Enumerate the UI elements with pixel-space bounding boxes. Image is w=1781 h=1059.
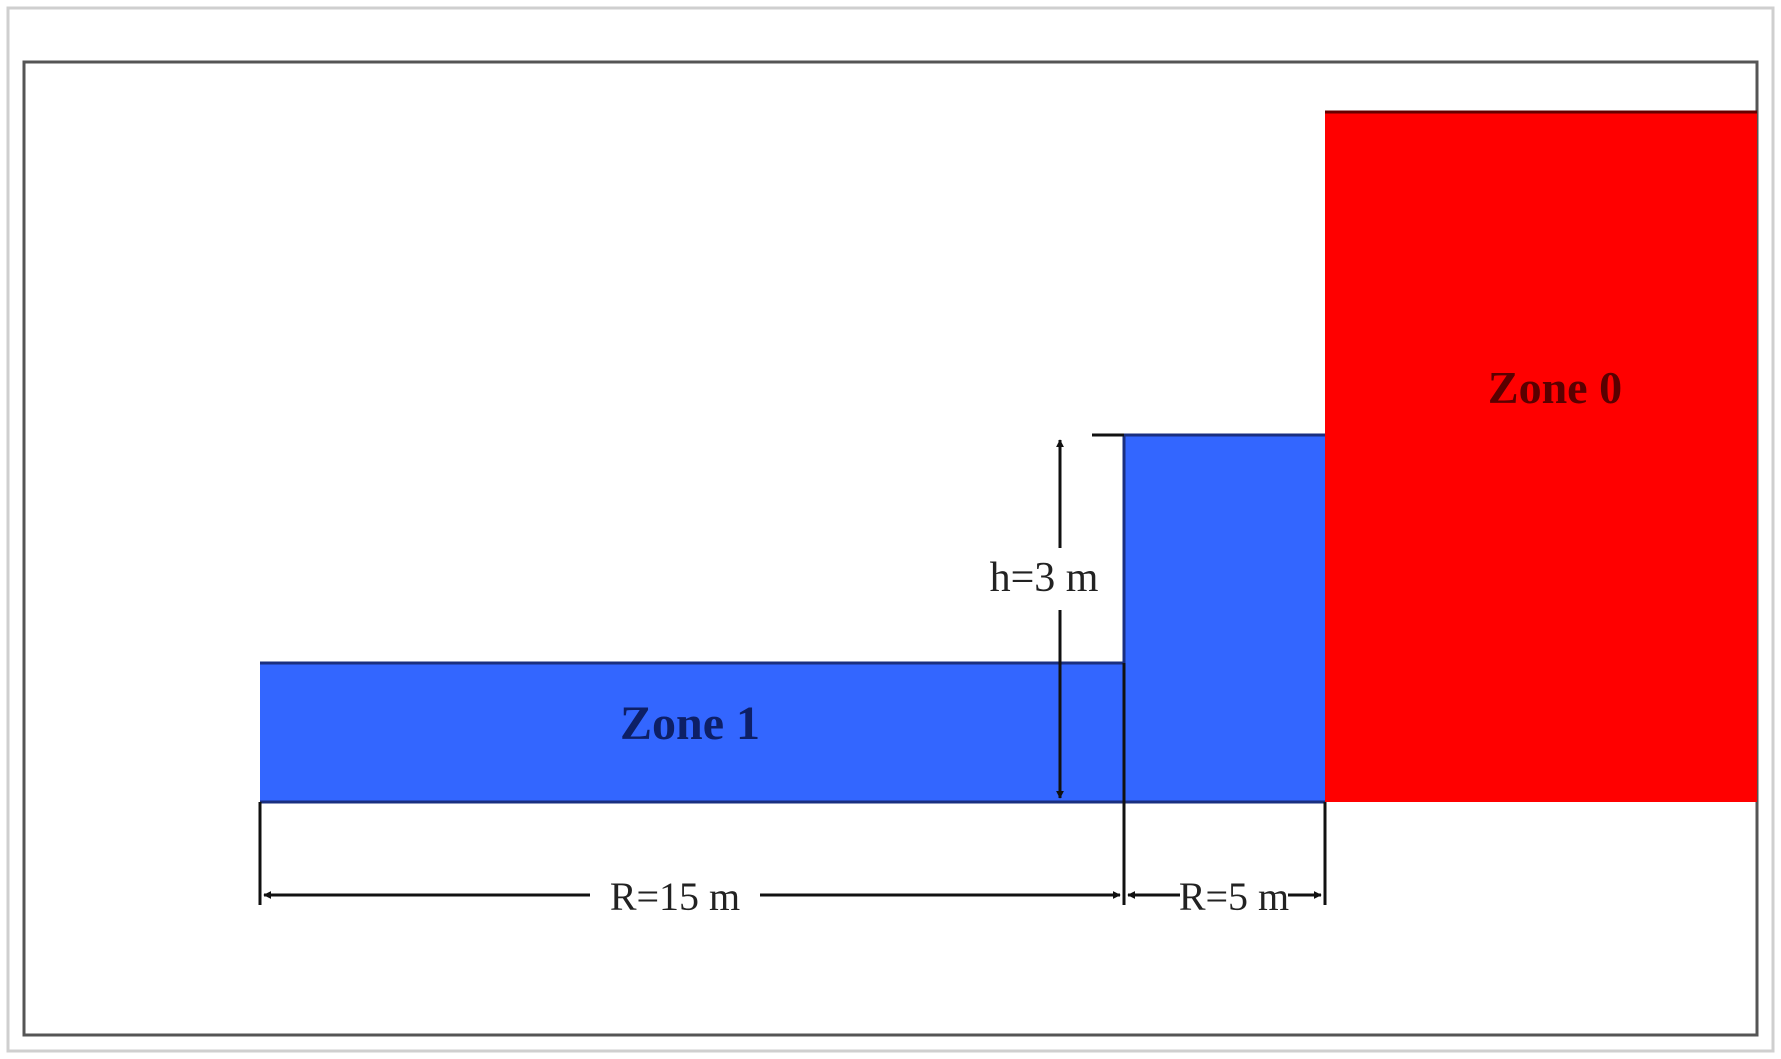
radius-inner-label: R=5 m bbox=[1179, 874, 1289, 919]
zone-1-label: Zone 1 bbox=[620, 697, 760, 750]
height-label-background bbox=[992, 552, 1092, 606]
zone-0-label: Zone 0 bbox=[1488, 362, 1622, 413]
zone-0-area bbox=[1325, 112, 1757, 802]
radius-outer-label: R=15 m bbox=[610, 874, 740, 919]
height-label: h=3 m bbox=[990, 555, 1099, 601]
zone-1-outline bbox=[260, 433, 1325, 665]
